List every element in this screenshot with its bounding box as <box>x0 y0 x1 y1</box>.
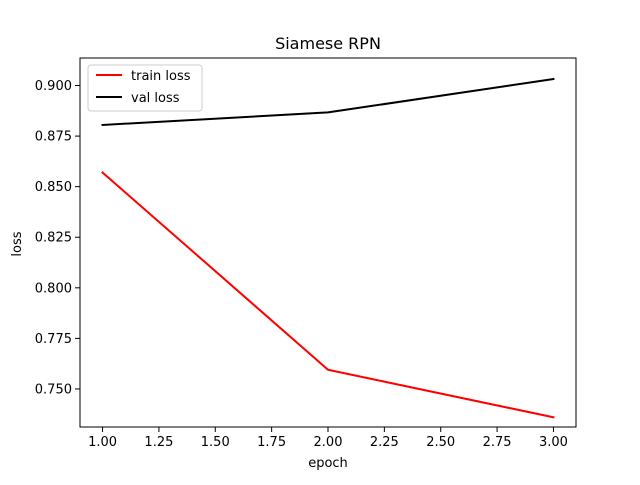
legend-label-train-loss: train loss <box>131 69 191 84</box>
x-tick-label: 1.50 <box>201 435 230 450</box>
x-tick-label: 1.75 <box>257 435 286 450</box>
y-tick-label: 0.900 <box>35 79 72 94</box>
y-tick-label: 0.775 <box>35 332 72 347</box>
y-tick-label: 0.825 <box>35 231 72 246</box>
legend-label-val-loss: val loss <box>131 91 180 106</box>
plot-area: 1.00 1.25 1.50 1.75 2.00 2.25 2.50 2.75 3.00 0.75… <box>35 57 577 450</box>
x-tick-label: 2.25 <box>370 435 399 450</box>
y-tick-label: 0.875 <box>35 130 72 145</box>
series-line-val-loss <box>101 77 555 127</box>
y-tick-label: 0.800 <box>35 281 72 296</box>
x-tick-label: 3.00 <box>539 435 568 450</box>
x-axis-label: epoch <box>308 456 348 471</box>
chart-title: Siamese RPN <box>275 34 381 53</box>
x-tick-label: 1.00 <box>88 435 117 450</box>
legend-box <box>87 64 203 112</box>
series-line-train-loss <box>101 171 555 419</box>
y-axis-label: loss <box>10 231 25 256</box>
y-tick-label: 0.750 <box>35 382 72 397</box>
x-tick-label: 2.75 <box>483 435 512 450</box>
x-tick-label: 1.25 <box>144 435 173 450</box>
y-tick-label: 0.850 <box>35 180 72 195</box>
x-tick-label: 2.50 <box>426 435 455 450</box>
x-tick-label: 2.00 <box>314 435 343 450</box>
